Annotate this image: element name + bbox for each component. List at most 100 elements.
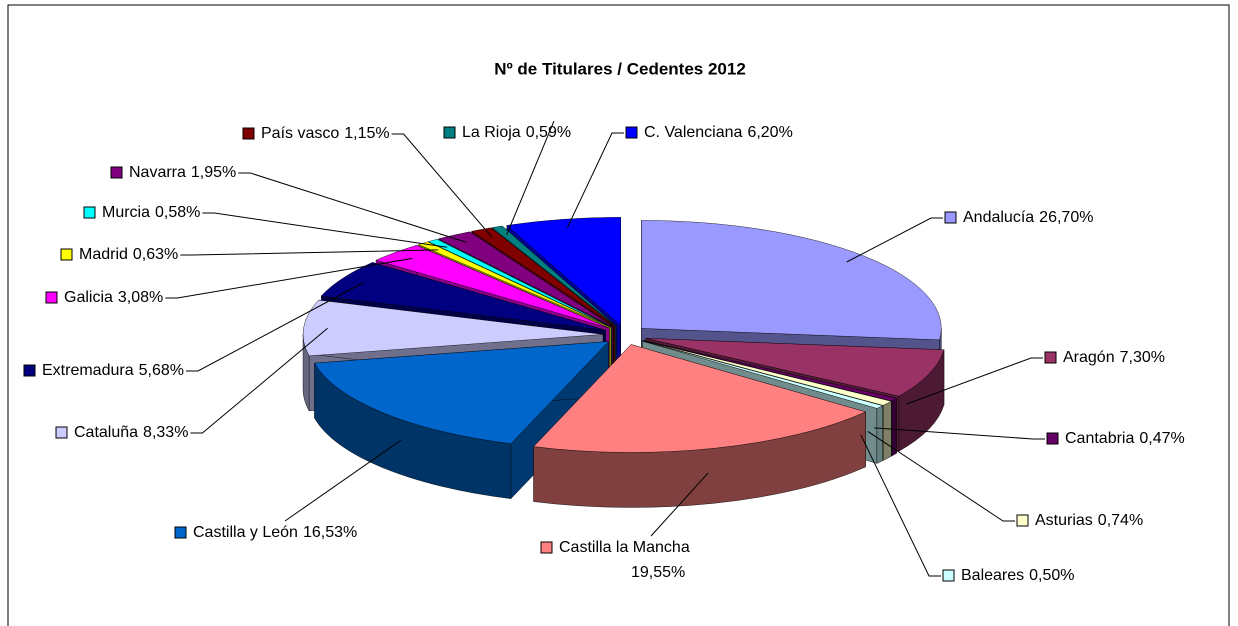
slice <box>302 299 604 357</box>
legend-swatch <box>242 127 255 140</box>
leader-line <box>867 430 1015 522</box>
leader-line <box>165 257 413 299</box>
slice-value: 16,53% <box>303 524 357 541</box>
slice-label: Cantabria 0,47% <box>1065 430 1185 447</box>
slice <box>533 344 867 453</box>
leader-line <box>391 133 493 238</box>
slice-label: Castilla la Mancha 19,55% <box>559 539 690 581</box>
legend-swatch <box>45 291 58 304</box>
slice-wall <box>876 405 883 464</box>
leader-line <box>284 439 402 522</box>
slice-name: Cataluña <box>74 424 138 441</box>
slice-value: 26,70% <box>1039 209 1093 226</box>
legend-swatch <box>1044 351 1057 364</box>
pie <box>302 217 945 508</box>
slice-name: Extremadura <box>42 362 134 379</box>
legend-swatch <box>540 541 553 554</box>
legend-swatch <box>83 206 96 219</box>
slice-value: 0,74% <box>1098 512 1143 529</box>
slice-value: 19,55% <box>631 564 685 581</box>
slice <box>491 225 617 327</box>
slice-label: Aragón 7,30% <box>1063 349 1165 366</box>
legend-swatch <box>443 126 456 139</box>
slice-label: Asturias 0,74% <box>1035 512 1143 529</box>
slice-label: Galicia 3,08% <box>64 289 163 306</box>
slice-name: Madrid <box>79 246 128 263</box>
slice-name: Navarra <box>129 164 186 181</box>
leader-line <box>180 249 439 256</box>
legend-swatch <box>60 248 73 261</box>
slice-name: Asturias <box>1035 512 1093 529</box>
slice <box>506 217 621 326</box>
leader-line <box>186 282 364 372</box>
leader-line <box>846 217 943 263</box>
slice-name: Aragón <box>1063 349 1115 366</box>
slice <box>642 340 884 409</box>
slice-value: 5,68% <box>139 362 184 379</box>
leader-line <box>238 172 467 243</box>
slice-name: Castilla y León <box>193 524 298 541</box>
slice-name: Castilla la Mancha <box>559 539 690 556</box>
slice-wall <box>883 400 892 461</box>
slice-value: 0,59% <box>526 124 571 141</box>
leader-line <box>566 132 624 229</box>
slice-value: 0,58% <box>155 204 200 221</box>
slice-label: Extremadura 5,68% <box>42 362 184 379</box>
leader-line <box>906 357 1043 405</box>
slice-label: Andalucía 26,70% <box>963 209 1093 226</box>
leader-line <box>874 427 1045 440</box>
slice-value: 8,33% <box>143 424 188 441</box>
slice <box>643 340 898 402</box>
slice-label: País vasco 1,15% <box>261 125 390 142</box>
legend-swatch <box>625 126 638 139</box>
leader-line <box>506 120 555 235</box>
slice-value: 7,30% <box>1120 349 1165 366</box>
slice-value: 1,95% <box>191 164 236 181</box>
slice-value: 0,50% <box>1029 567 1074 584</box>
slice-name: Andalucía <box>963 209 1034 226</box>
slice-name: La Rioja <box>462 124 521 141</box>
slice <box>427 239 612 328</box>
slice-label: Cataluña 8,33% <box>74 424 188 441</box>
labels: Andalucía 26,70% Aragón 7,30% Cantabria 0,47%… <box>23 120 1185 584</box>
slice-name: País vasco <box>261 125 339 142</box>
leader-line <box>860 434 941 577</box>
slice <box>642 340 892 406</box>
legend-swatch <box>174 526 187 539</box>
chart-title: Nº de Titulares / Cedentes 2012 <box>494 59 746 78</box>
slice <box>417 241 612 328</box>
slice-label: Castilla y León 16,53% <box>193 524 357 541</box>
slice-label: Navarra 1,95% <box>129 164 236 181</box>
slice-value: 0,63% <box>133 246 178 263</box>
slice <box>438 231 614 327</box>
slice-value: 3,08% <box>118 289 163 306</box>
leader-line <box>190 327 328 434</box>
slice-label: Murcia 0,58% <box>102 204 200 221</box>
slice-name: Baleares <box>961 567 1024 584</box>
slice-label: Madrid 0,63% <box>79 246 178 263</box>
slice-name: Cantabria <box>1065 430 1134 447</box>
slice-name: Galicia <box>64 289 113 306</box>
legend-swatch <box>1016 514 1029 527</box>
legend-swatch <box>942 569 955 582</box>
slice <box>645 338 945 397</box>
legend-swatch <box>110 166 123 179</box>
slice-label: C. Valenciana 6,20% <box>644 124 793 141</box>
slice-value: 0,47% <box>1139 430 1184 447</box>
legend-swatch <box>1046 432 1059 445</box>
slice <box>375 245 610 329</box>
legend-swatch <box>23 364 36 377</box>
slice <box>314 341 610 444</box>
legend-swatch <box>55 426 68 439</box>
slice-name: Murcia <box>102 204 150 221</box>
slice-label: La Rioja 0,59% <box>462 124 571 141</box>
slice-value: 1,15% <box>344 125 389 142</box>
leader-line <box>202 212 448 248</box>
slice-label: Baleares 0,50% <box>961 567 1075 584</box>
legend-swatch <box>944 211 957 224</box>
slice <box>641 220 942 341</box>
leader-line <box>650 472 709 537</box>
slice <box>320 262 606 331</box>
slice-value: 6,20% <box>747 124 792 141</box>
